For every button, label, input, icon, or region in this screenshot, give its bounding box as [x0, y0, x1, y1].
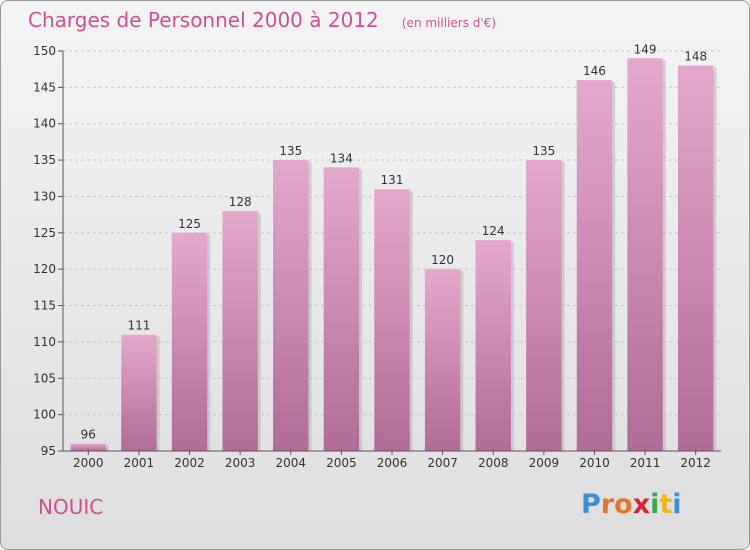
logo-letter: o	[614, 489, 633, 520]
x-tick-label-2007: 2007	[427, 456, 458, 470]
data-label-2000: 96	[81, 428, 96, 442]
data-label-2001: 111	[127, 319, 150, 333]
x-tick-label-2005: 2005	[326, 456, 357, 470]
logo-letter: t	[659, 489, 673, 520]
bar-2009	[526, 160, 562, 451]
proxiti-logo: Proxiti	[581, 489, 682, 520]
data-label-2008: 124	[482, 224, 505, 238]
data-label-2002: 125	[178, 217, 201, 231]
logo-letter: i	[672, 489, 682, 520]
bar-2004	[273, 160, 309, 451]
data-label-2009: 135	[532, 144, 555, 158]
bar-2002	[171, 232, 208, 451]
bar-2012	[677, 65, 714, 451]
data-label-2003: 128	[229, 195, 252, 209]
y-tick-label: 100	[33, 408, 56, 422]
commune-name: NOUIC	[38, 495, 104, 519]
x-tick-label-2010: 2010	[579, 456, 610, 470]
y-tick-label: 125	[33, 226, 56, 240]
x-tick-label-2012: 2012	[680, 456, 711, 470]
x-tick-label-2001: 2001	[124, 456, 155, 470]
y-tick-label: 150	[33, 44, 56, 58]
bar-2008	[475, 240, 511, 451]
data-label-2006: 131	[381, 173, 404, 187]
x-tick-label-2008: 2008	[478, 456, 509, 470]
data-label-2007: 120	[431, 253, 454, 267]
title-row: Charges de Personnel 2000 à 2012 (en mil…	[28, 8, 496, 32]
y-tick-label: 145	[33, 80, 56, 94]
x-tick-label-2006: 2006	[377, 456, 408, 470]
data-label-2011: 149	[634, 42, 657, 56]
data-label-2004: 135	[279, 144, 302, 158]
x-tick-label-2003: 2003	[225, 456, 256, 470]
y-tick-label: 95	[41, 444, 56, 458]
logo-letter: r	[600, 489, 615, 520]
y-tick-label: 140	[33, 117, 56, 131]
bar-2006	[374, 189, 410, 451]
bar-2000	[70, 443, 107, 451]
x-tick-label-2011: 2011	[630, 456, 661, 470]
x-tick-label-2009: 2009	[529, 456, 560, 470]
y-tick-label: 135	[33, 153, 56, 167]
x-tick-label-2004: 2004	[275, 456, 306, 470]
y-tick-label: 110	[33, 335, 56, 349]
y-tick-label: 130	[33, 189, 56, 203]
logo-letter: x	[632, 489, 651, 520]
bar-2003	[222, 211, 258, 451]
bar-2005	[323, 167, 360, 451]
bar-2010	[576, 80, 613, 451]
y-tick-label: 105	[33, 371, 56, 385]
bar-2011	[627, 58, 663, 451]
logo-letter: i	[650, 489, 660, 520]
logo-letter: P	[581, 489, 601, 520]
chart-subtitle: (en milliers d'€)	[401, 16, 496, 30]
y-tick-label: 115	[33, 299, 56, 313]
bar-2007	[424, 269, 461, 451]
data-label-2010: 146	[583, 64, 606, 78]
x-tick-label-2000: 2000	[73, 456, 104, 470]
x-tick-label-2002: 2002	[174, 456, 205, 470]
data-label-2005: 134	[330, 151, 353, 165]
bar-2001	[121, 334, 157, 451]
chart-title: Charges de Personnel 2000 à 2012	[28, 8, 379, 32]
y-tick-label: 120	[33, 262, 56, 276]
data-label-2012: 148	[684, 50, 707, 64]
